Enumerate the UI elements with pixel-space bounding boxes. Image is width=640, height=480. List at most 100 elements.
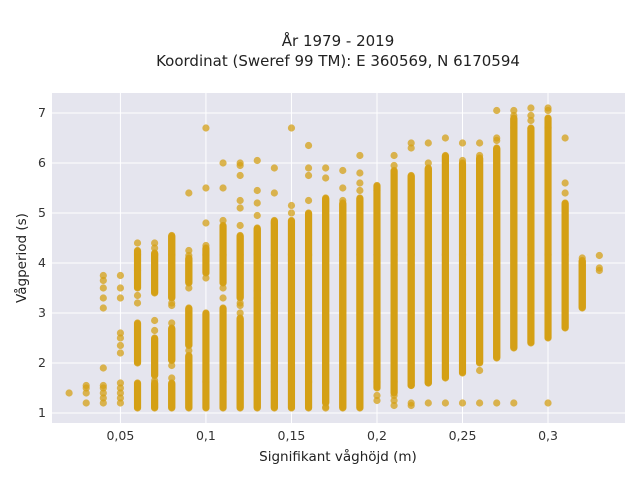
data-point bbox=[116, 389, 125, 397]
data-point bbox=[185, 189, 193, 197]
data-point bbox=[304, 209, 313, 217]
data-point bbox=[270, 189, 278, 197]
data-point bbox=[287, 216, 296, 225]
data-point bbox=[253, 156, 261, 165]
data-point bbox=[116, 334, 125, 342]
data-point bbox=[99, 364, 107, 372]
data-point bbox=[116, 329, 125, 337]
data-point bbox=[116, 349, 125, 357]
data-point bbox=[236, 204, 244, 212]
data-point bbox=[116, 394, 125, 402]
data-point bbox=[65, 389, 73, 397]
data-point bbox=[304, 171, 313, 180]
data-point bbox=[236, 301, 244, 310]
data-point bbox=[304, 141, 313, 150]
data-point bbox=[99, 389, 107, 397]
data-point bbox=[168, 361, 176, 370]
data-point bbox=[116, 271, 125, 280]
data-point bbox=[133, 246, 142, 255]
data-point bbox=[202, 244, 210, 252]
data-point bbox=[116, 384, 125, 392]
data-point bbox=[202, 309, 210, 317]
data-point bbox=[99, 399, 107, 407]
data-point bbox=[168, 231, 176, 240]
data-point bbox=[219, 294, 227, 302]
data-point bbox=[219, 304, 227, 312]
data-point bbox=[202, 124, 210, 132]
data-point bbox=[356, 179, 364, 187]
data-point bbox=[168, 324, 176, 332]
data-point bbox=[168, 379, 176, 387]
data-point bbox=[304, 164, 313, 172]
data-point bbox=[82, 399, 90, 407]
data-point bbox=[168, 301, 176, 310]
data-point bbox=[322, 194, 330, 202]
data-point bbox=[99, 294, 107, 302]
data-point bbox=[116, 341, 125, 350]
data-point bbox=[219, 184, 227, 192]
data-point bbox=[236, 314, 244, 322]
data-point bbox=[116, 294, 125, 302]
data-point bbox=[151, 316, 159, 325]
data-point bbox=[133, 319, 142, 327]
data-point bbox=[151, 334, 159, 342]
data-point bbox=[133, 239, 142, 247]
data-point bbox=[236, 231, 244, 240]
data-point bbox=[270, 216, 278, 225]
data-point bbox=[151, 244, 159, 252]
data-point bbox=[287, 201, 296, 210]
data-point bbox=[339, 166, 347, 175]
data-point bbox=[185, 246, 193, 255]
data-point bbox=[151, 326, 159, 335]
data-point bbox=[356, 186, 364, 195]
data-point bbox=[253, 211, 261, 220]
data-point bbox=[373, 391, 381, 400]
data-point bbox=[99, 394, 107, 402]
chart-subtitle: Koordinat (Sweref 99 TM): E 360569, N 61… bbox=[156, 52, 520, 70]
data-point bbox=[99, 304, 107, 312]
data-point bbox=[133, 291, 142, 300]
data-point bbox=[116, 284, 125, 292]
data-point bbox=[339, 199, 347, 207]
data-point bbox=[185, 304, 193, 312]
data-point bbox=[287, 124, 296, 132]
data-point bbox=[356, 151, 364, 160]
data-point bbox=[116, 399, 125, 407]
data-point bbox=[339, 184, 347, 192]
data-point bbox=[322, 164, 330, 172]
data-point bbox=[99, 271, 107, 280]
data-point bbox=[356, 194, 364, 202]
data-point bbox=[116, 379, 125, 387]
data-point bbox=[99, 276, 107, 285]
data-point bbox=[253, 186, 261, 195]
data-points bbox=[65, 104, 603, 412]
data-point bbox=[185, 346, 193, 355]
data-point bbox=[270, 164, 278, 172]
data-point bbox=[304, 196, 313, 205]
data-point bbox=[219, 159, 227, 167]
data-point bbox=[322, 174, 330, 182]
data-point bbox=[356, 169, 364, 177]
data-point bbox=[185, 284, 193, 292]
data-point bbox=[253, 224, 261, 232]
data-point bbox=[82, 381, 90, 390]
data-point bbox=[202, 219, 210, 227]
data-point bbox=[253, 199, 261, 207]
data-point bbox=[133, 379, 142, 387]
data-point bbox=[219, 221, 227, 230]
data-point bbox=[168, 319, 176, 327]
data-point bbox=[82, 389, 90, 397]
data-point bbox=[287, 209, 296, 217]
data-point bbox=[236, 159, 244, 167]
data-point bbox=[99, 284, 107, 292]
chart-title: År 1979 - 2019 bbox=[282, 31, 395, 50]
data-point bbox=[202, 184, 210, 192]
data-point bbox=[151, 379, 159, 387]
data-point bbox=[99, 381, 107, 390]
data-point bbox=[236, 196, 244, 205]
data-point bbox=[236, 171, 244, 180]
data-point bbox=[185, 351, 193, 360]
data-point bbox=[185, 254, 193, 262]
data-point bbox=[133, 299, 142, 307]
